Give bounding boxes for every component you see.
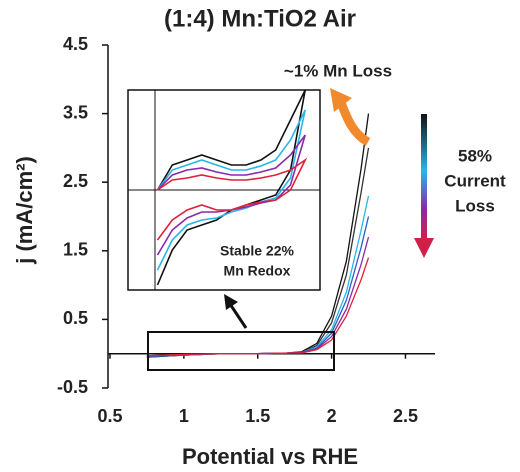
annotation: ~1% Mn Loss bbox=[284, 61, 392, 80]
x-tick-label: 0.5 bbox=[97, 406, 122, 426]
current-loss-arrow-head bbox=[414, 238, 434, 258]
x-axis-title: Potential vs RHE bbox=[182, 444, 358, 469]
y-tick-label: 2.5 bbox=[63, 171, 88, 191]
chart-title: (1:4) Mn:TiO2 Air bbox=[164, 5, 356, 32]
y-tick-label: -0.5 bbox=[57, 377, 88, 397]
annotation: Current bbox=[444, 171, 506, 190]
data-line bbox=[146, 257, 370, 357]
x-tick-label: 1.5 bbox=[245, 406, 270, 426]
y-tick-label: 3.5 bbox=[63, 102, 88, 122]
annotation: Loss bbox=[455, 196, 495, 215]
y-axis-title: j (mA/cm²) bbox=[12, 156, 37, 265]
data-line bbox=[156, 134, 306, 256]
inset-plot bbox=[128, 90, 320, 286]
y-tick-label: 1.5 bbox=[63, 240, 88, 260]
current-loss-arrow bbox=[421, 114, 427, 240]
x-tick-label: 2.5 bbox=[393, 406, 418, 426]
data-line bbox=[156, 90, 306, 286]
y-tick-label: 0.5 bbox=[63, 308, 88, 328]
y-tick-label: 4.5 bbox=[63, 34, 88, 54]
x-tick-label: 1 bbox=[179, 406, 189, 426]
annotation: Mn Redox bbox=[224, 263, 291, 279]
zoom-arrow bbox=[228, 303, 248, 329]
mn-loss-arrow-head bbox=[330, 88, 352, 112]
plot-area: -0.5 0.5 1.5 2.5 3.5 4.5 0.5 1 1.5 2 2.5 bbox=[57, 34, 435, 426]
data-line bbox=[156, 157, 308, 241]
x-tick-label: 2 bbox=[327, 406, 337, 426]
mn-loss-arrow bbox=[335, 98, 371, 146]
data-line bbox=[156, 109, 306, 271]
zoom-arrow-head bbox=[224, 294, 238, 310]
annotation: 58% bbox=[458, 146, 492, 165]
zoom-box bbox=[147, 331, 335, 371]
annotation: Stable 22% bbox=[220, 243, 294, 259]
